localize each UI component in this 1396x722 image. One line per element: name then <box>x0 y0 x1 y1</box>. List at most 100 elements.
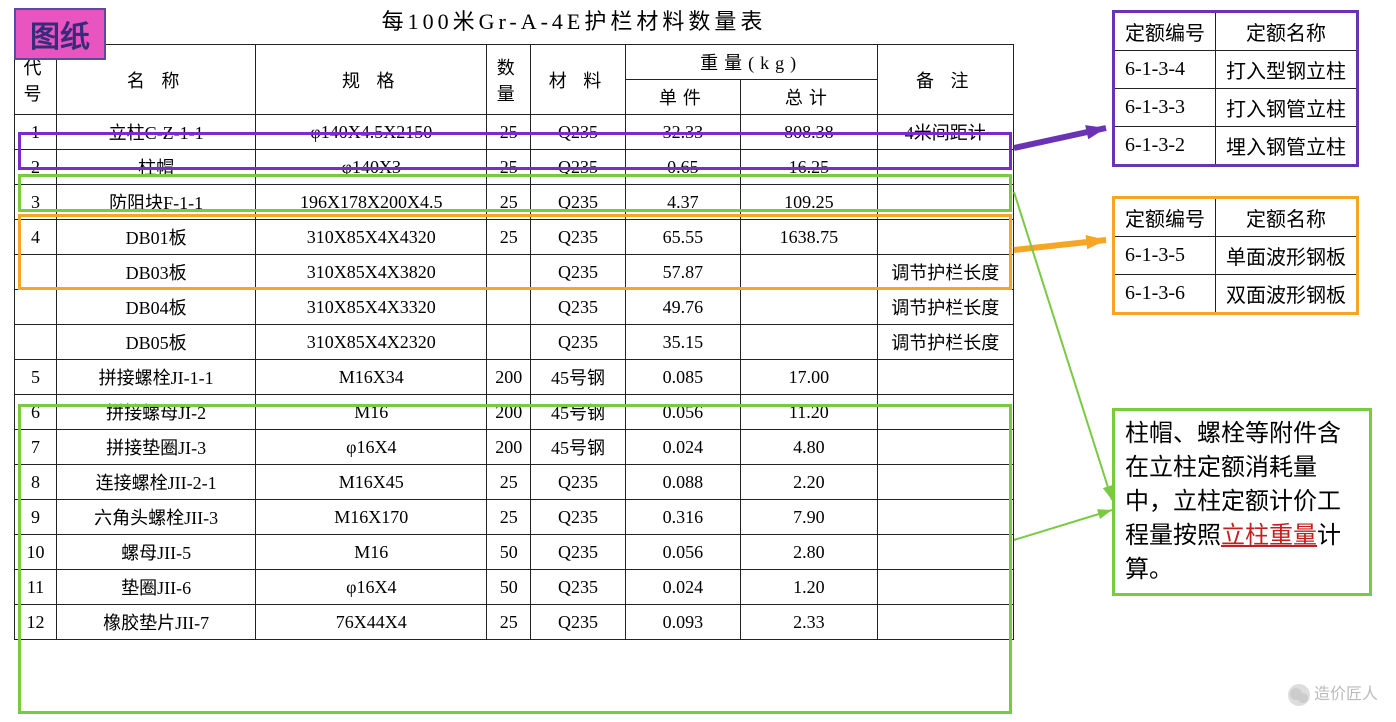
cell-note <box>877 395 1013 430</box>
cell-qty <box>487 255 531 290</box>
cell-note <box>877 150 1013 185</box>
wechat-icon <box>1288 684 1310 706</box>
cell-spec: 310X85X4X3820 <box>256 255 487 290</box>
cell-code <box>15 255 57 290</box>
cell-code: 12 <box>15 605 57 640</box>
table-row: 12橡胶垫片JII-776X44X425Q2350.0932.33 <box>15 605 1014 640</box>
cell-qty: 200 <box>487 395 531 430</box>
side-cell: 6-1-3-3 <box>1114 89 1216 127</box>
cell-code: 3 <box>15 185 57 220</box>
table-title: 每100米Gr-A-4E护栏材料数量表 <box>134 4 1014 36</box>
cell-total <box>741 325 877 360</box>
cell-mat: Q235 <box>531 535 625 570</box>
cell-unit: 0.024 <box>625 430 740 465</box>
cell-total: 808.38 <box>741 115 877 150</box>
cell-qty: 50 <box>487 570 531 605</box>
cell-code: 9 <box>15 500 57 535</box>
cell-name: 螺母JII-5 <box>56 535 255 570</box>
th-note: 备 注 <box>877 45 1013 115</box>
cell-code: 4 <box>15 220 57 255</box>
cell-qty: 200 <box>487 430 531 465</box>
cell-name: 橡胶垫片JII-7 <box>56 605 255 640</box>
cell-note: 4米间距计 <box>877 115 1013 150</box>
table-row: 6拼接螺母JI-2M1620045号钢0.05611.20 <box>15 395 1014 430</box>
watermark-text: 造价匠人 <box>1314 686 1378 703</box>
cell-total: 11.20 <box>741 395 877 430</box>
cell-note: 调节护栏长度 <box>877 325 1013 360</box>
cell-qty: 200 <box>487 360 531 395</box>
cell-qty: 25 <box>487 465 531 500</box>
cell-spec: 196X178X200X4.5 <box>256 185 487 220</box>
table-row: 1立柱C-Z-1-1φ140X4.5X215025Q23532.33808.38… <box>15 115 1014 150</box>
side-cell: 打入钢管立柱 <box>1216 89 1358 127</box>
cell-code: 7 <box>15 430 57 465</box>
cell-spec: φ140X3 <box>256 150 487 185</box>
cell-total: 17.00 <box>741 360 877 395</box>
cell-qty: 25 <box>487 605 531 640</box>
cell-code: 10 <box>15 535 57 570</box>
th-mat: 材 料 <box>531 45 625 115</box>
cell-total: 16.25 <box>741 150 877 185</box>
note-text-red: 立柱重量 <box>1221 523 1317 549</box>
note-box: 柱帽、螺栓等附件含在立柱定额消耗量中，立柱定额计价工程量按照立柱重量计算。 <box>1112 408 1372 596</box>
cell-mat: Q235 <box>531 465 625 500</box>
side-cell: 6-1-3-6 <box>1114 275 1216 314</box>
side-cell: 打入型钢立柱 <box>1216 51 1358 89</box>
cell-name: 拼接螺母JI-2 <box>56 395 255 430</box>
cell-spec: M16X34 <box>256 360 487 395</box>
cell-unit: 65.55 <box>625 220 740 255</box>
cell-code: 6 <box>15 395 57 430</box>
cell-qty <box>487 325 531 360</box>
cell-code: 2 <box>15 150 57 185</box>
cell-note <box>877 220 1013 255</box>
main-table-wrap: 每100米Gr-A-4E护栏材料数量表 代号 名 称 规 格 数量 材 料 重量… <box>14 4 1014 640</box>
cell-unit: 4.37 <box>625 185 740 220</box>
side1-th-code: 定额编号 <box>1114 12 1216 51</box>
cell-name: DB05板 <box>56 325 255 360</box>
cell-total: 2.33 <box>741 605 877 640</box>
table-row: 5拼接螺栓JI-1-1M16X3420045号钢0.08517.00 <box>15 360 1014 395</box>
cell-mat: Q235 <box>531 115 625 150</box>
cell-spec: 310X85X4X2320 <box>256 325 487 360</box>
cell-note <box>877 430 1013 465</box>
cell-spec: φ140X4.5X2150 <box>256 115 487 150</box>
table-row: 4DB01板310X85X4X432025Q23565.551638.75 <box>15 220 1014 255</box>
arrow <box>1014 125 1106 148</box>
cell-total: 2.20 <box>741 465 877 500</box>
cell-mat: Q235 <box>531 500 625 535</box>
drawing-badge: 图纸 <box>14 8 106 60</box>
table-row: 2柱帽φ140X325Q2350.6516.25 <box>15 150 1014 185</box>
cell-spec: 310X85X4X4320 <box>256 220 487 255</box>
side1-th-name: 定额名称 <box>1216 12 1358 51</box>
side-row: 6-1-3-2埋入钢管立柱 <box>1114 127 1358 166</box>
side-row: 6-1-3-4打入型钢立柱 <box>1114 51 1358 89</box>
cell-mat: 45号钢 <box>531 360 625 395</box>
table-row: 3防阻块F-1-1196X178X200X4.525Q2354.37109.25 <box>15 185 1014 220</box>
cell-mat: Q235 <box>531 325 625 360</box>
cell-mat: Q235 <box>531 185 625 220</box>
cell-qty: 25 <box>487 150 531 185</box>
cell-spec: φ16X4 <box>256 570 487 605</box>
side-row: 6-1-3-3打入钢管立柱 <box>1114 89 1358 127</box>
side-cell: 6-1-3-5 <box>1114 237 1216 275</box>
arrow <box>1014 235 1106 250</box>
cell-name: 拼接垫圈JI-3 <box>56 430 255 465</box>
quota-table-2: 定额编号 定额名称 6-1-3-5单面波形钢板6-1-3-6双面波形钢板 <box>1112 196 1359 315</box>
arrow <box>1014 509 1112 540</box>
cell-unit: 32.33 <box>625 115 740 150</box>
cell-mat: Q235 <box>531 570 625 605</box>
cell-name: 柱帽 <box>56 150 255 185</box>
cell-note <box>877 465 1013 500</box>
cell-note: 调节护栏长度 <box>877 290 1013 325</box>
cell-mat: 45号钢 <box>531 395 625 430</box>
cell-note <box>877 500 1013 535</box>
table-row: DB03板310X85X4X3820Q23557.87调节护栏长度 <box>15 255 1014 290</box>
cell-unit: 35.15 <box>625 325 740 360</box>
cell-mat: Q235 <box>531 220 625 255</box>
cell-name: DB04板 <box>56 290 255 325</box>
cell-code: 1 <box>15 115 57 150</box>
cell-note <box>877 360 1013 395</box>
cell-note <box>877 605 1013 640</box>
cell-unit: 0.024 <box>625 570 740 605</box>
cell-mat: 45号钢 <box>531 430 625 465</box>
